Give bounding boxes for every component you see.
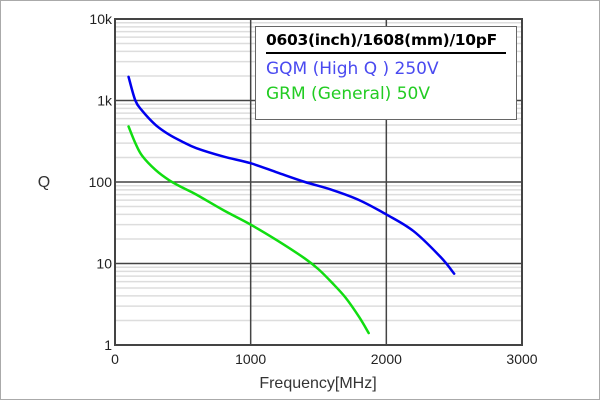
x-tick-label: 1000	[235, 351, 266, 367]
series-line-0	[127, 75, 456, 275]
y-axis-label: Q	[38, 174, 50, 191]
y-tick-label: 1	[104, 337, 112, 353]
legend-title: 0603(inch)/1608(mm)/10pF	[266, 31, 506, 54]
y-tick-label: 10k	[89, 11, 113, 27]
x-axis-label: Frequency[MHz]	[259, 375, 376, 392]
x-tick-label: 2000	[371, 351, 402, 367]
series-line-1	[127, 125, 370, 335]
legend-item-grm: GRM (General) 50V	[266, 84, 430, 104]
series-lines	[127, 75, 456, 335]
plot-border	[114, 18, 523, 346]
y-tick-label: 1k	[97, 93, 113, 109]
x-tick-label: 3000	[506, 351, 537, 367]
x-tick-label: 0	[111, 351, 119, 367]
legend-item-gqm: GQM (High Q ) 250V	[266, 59, 439, 79]
y-tick-label: 100	[89, 174, 113, 190]
tick-labels: 0 1000 2000 3000 1 10 100 1k 10k	[89, 11, 538, 367]
major-grid	[114, 18, 523, 346]
legend: 0603(inch)/1608(mm)/10pF GQM (High Q ) 2…	[255, 26, 517, 120]
y-tick-label: 10	[96, 256, 112, 272]
